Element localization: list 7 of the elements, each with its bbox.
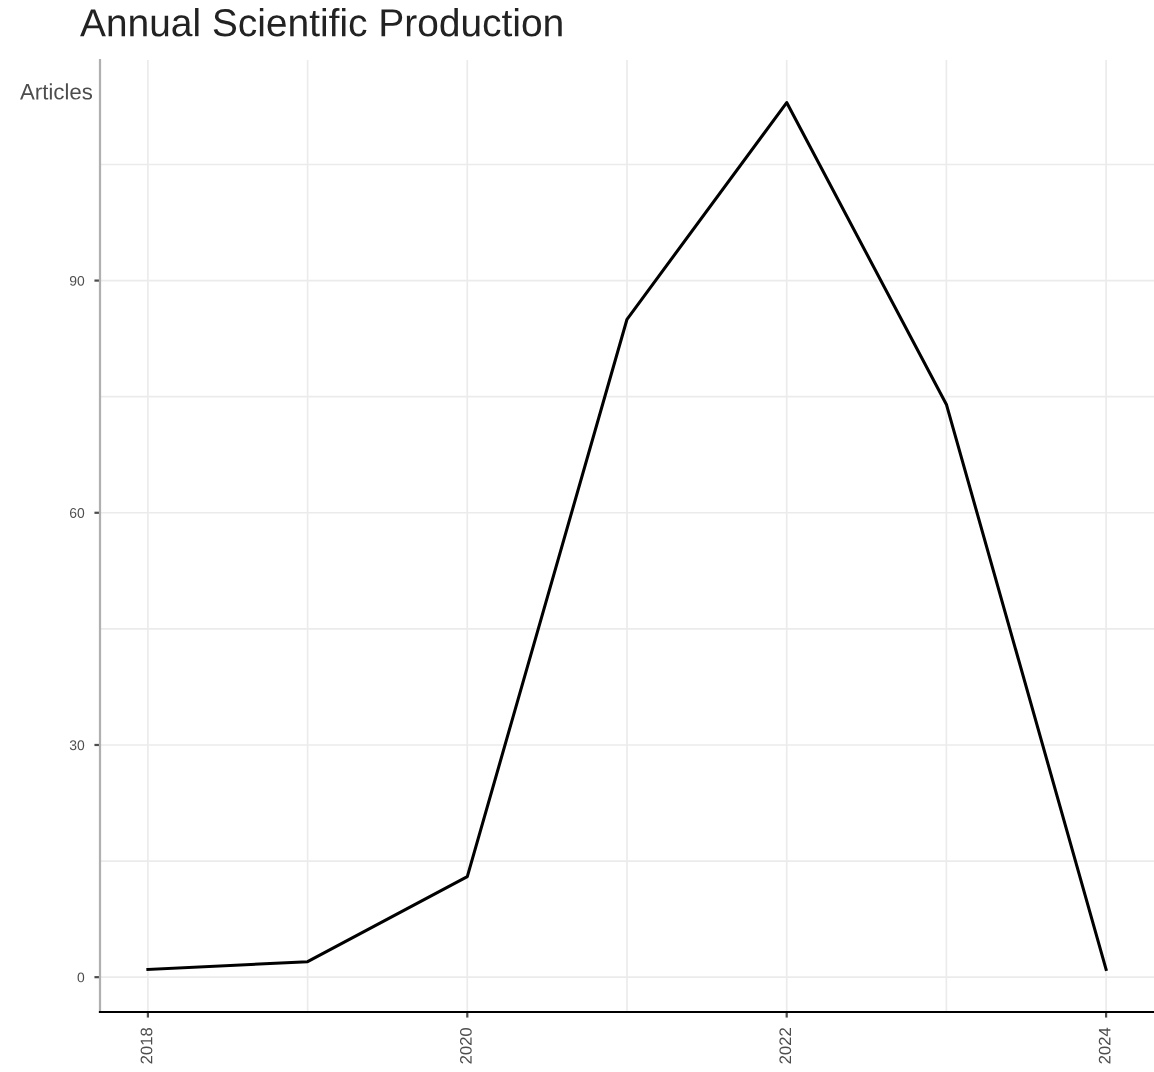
line-series (146, 101, 1108, 971)
x-tick-label: 2024 (1098, 1027, 1111, 1064)
x-tick-label: 2022 (779, 1028, 792, 1064)
x-tick-label: 2020 (459, 1027, 472, 1064)
y-axis-title: Articles (20, 83, 93, 100)
x-tick-label: 2018 (140, 1028, 153, 1064)
chart-title: Annual Scientific Production (80, 8, 562, 37)
